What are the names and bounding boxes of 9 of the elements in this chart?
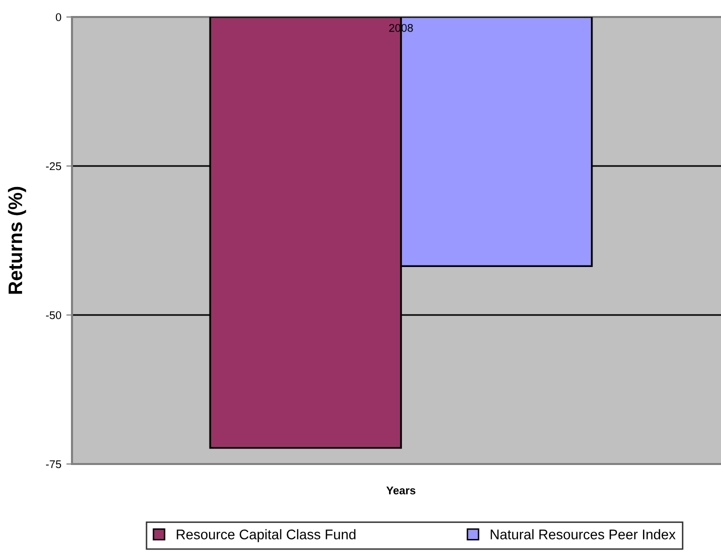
y-tick-label: -50	[46, 311, 62, 320]
x-tick-label: 2008	[389, 24, 413, 32]
y-tick-label: 0	[56, 13, 62, 22]
y-axis-title: Returns (%)	[8, 186, 26, 294]
y-tick-label: -25	[46, 162, 62, 170]
legend-label: Resource Capital Class Fund	[176, 529, 356, 542]
legend-label: Natural Resources Peer Index	[490, 529, 676, 540]
x-axis-title: Years	[386, 486, 416, 494]
y-tick-label: -75	[46, 460, 62, 468]
